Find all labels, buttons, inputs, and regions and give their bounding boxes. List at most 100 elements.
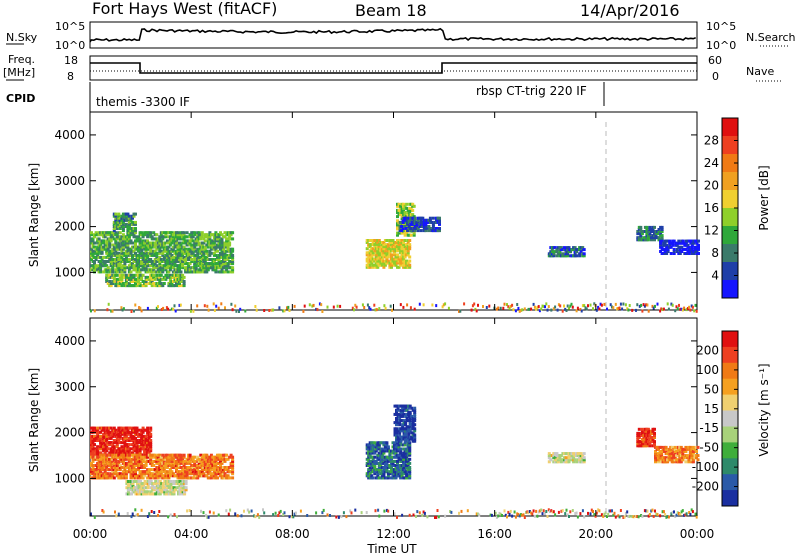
echo-cell: [193, 262, 197, 266]
echo-cell: [131, 216, 134, 220]
echo-cell: [368, 253, 372, 257]
echo-cell: [371, 443, 375, 447]
echo-cell: [163, 490, 167, 494]
ground-scatter-cell: [342, 511, 345, 515]
echo-cell: [231, 255, 235, 259]
echo-cell: [405, 449, 409, 453]
ground-scatter-cell: [503, 509, 506, 513]
echo-cell: [411, 431, 415, 435]
ground-scatter-cell: [538, 509, 541, 513]
echo-cell: [690, 243, 694, 247]
echo-cell: [153, 453, 157, 457]
ground-scatter-cell: [678, 512, 680, 515]
echo-cell: [681, 239, 685, 243]
echo-cell: [114, 231, 118, 235]
echo-cell: [188, 468, 192, 472]
echo-cell: [141, 273, 145, 277]
echo-cell: [639, 238, 643, 242]
echo-cell: [405, 474, 409, 478]
echo-cell: [653, 434, 656, 437]
echo-cell: [91, 243, 95, 247]
echo-cell: [214, 466, 218, 469]
ground-scatter-cell: [283, 309, 286, 313]
echo-cell: [126, 260, 130, 263]
ground-scatter-cell: [511, 514, 514, 518]
ground-scatter-cell: [274, 511, 277, 515]
echo-cell: [97, 247, 101, 251]
echo-cell: [182, 233, 186, 237]
echo-cell: [100, 464, 104, 467]
ground-scatter-cell: [244, 309, 247, 313]
echo-cell: [202, 472, 206, 476]
echo-cell: [211, 262, 215, 266]
echo-cell: [219, 453, 222, 457]
echo-cell: [179, 253, 183, 257]
echo-cell: [399, 213, 403, 217]
echo-cell: [405, 261, 409, 265]
echo-cell: [168, 251, 172, 255]
echo-cell: [570, 248, 574, 252]
ground-scatter-cell: [619, 302, 622, 306]
ground-scatter-cell: [206, 304, 209, 308]
echo-cell: [415, 225, 419, 228]
echo-cell: [231, 266, 235, 270]
echo-cell: [168, 239, 172, 243]
echo-cell: [684, 241, 688, 245]
echo-cell: [159, 455, 163, 459]
echo-cell: [127, 264, 131, 268]
echo-cell: [162, 282, 166, 285]
ground-scatter-cell: [652, 306, 655, 310]
echo-cell: [208, 470, 212, 474]
echo-cell: [675, 454, 679, 458]
echo-cell: [654, 234, 658, 238]
ground-scatter-cell: [518, 309, 521, 313]
echo-cell: [111, 275, 115, 279]
echo-cell: [132, 468, 136, 472]
ground-scatter-cell: [527, 511, 530, 515]
ground-scatter-cell: [277, 514, 280, 517]
echo-cell: [561, 252, 565, 256]
echo-cell: [126, 229, 130, 233]
echo-cell: [388, 455, 392, 459]
echo-cell: [102, 432, 106, 436]
echo-cell: [91, 445, 95, 449]
echo-cell: [664, 456, 668, 460]
echo-cell: [660, 239, 664, 243]
ground-scatter-cell: [499, 512, 502, 516]
echo-cell: [664, 447, 668, 451]
echo-cell: [129, 464, 133, 467]
echo-cell: [115, 466, 119, 469]
echo-cell: [175, 275, 178, 279]
ground-scatter-cell: [640, 303, 643, 307]
ground-scatter-cell: [321, 310, 324, 313]
echo-cell: [374, 459, 378, 463]
echo-cell: [408, 211, 412, 214]
echo-cell: [146, 441, 150, 445]
echo-cell: [412, 223, 416, 227]
echo-cell: [219, 253, 222, 257]
echo-cell: [388, 261, 392, 265]
echo-cell: [379, 449, 383, 453]
echo-cell: [199, 459, 203, 463]
echo-cell: [126, 453, 130, 457]
ground-scatter-cell: [378, 514, 381, 518]
ground-scatter-cell: [508, 512, 511, 516]
ground-scatter-cell: [337, 515, 340, 519]
echo-cell: [124, 222, 128, 226]
ground-scatter-cell: [686, 307, 689, 311]
echo-cell: [651, 438, 655, 442]
echo-cell: [206, 253, 210, 257]
ground-scatter-cell: [399, 303, 402, 307]
echo-cell: [400, 229, 404, 233]
echo-cell: [214, 237, 218, 241]
ground-scatter-cell: [413, 307, 416, 311]
echo-cell: [209, 476, 213, 480]
echo-cell: [206, 245, 210, 249]
echo-cell: [126, 247, 130, 251]
echo-cell: [158, 237, 162, 241]
echo-cell: [214, 245, 218, 249]
echo-cell: [126, 426, 130, 430]
echo-cell: [102, 476, 106, 480]
ground-scatter-cell: [391, 308, 393, 312]
echo-cell: [138, 241, 142, 245]
